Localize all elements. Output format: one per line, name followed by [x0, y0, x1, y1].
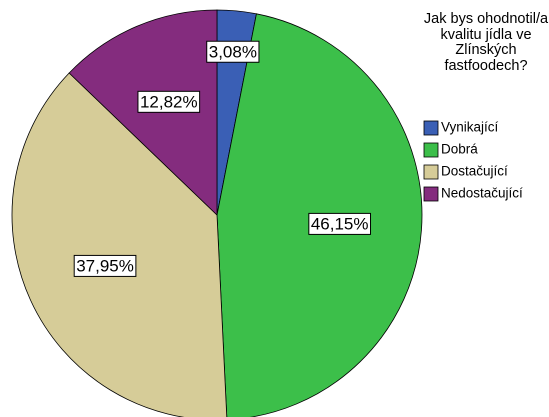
data-label-text: 37,95%: [76, 256, 134, 275]
legend-label: Vynikající: [441, 120, 499, 135]
data-label-box: [308, 212, 372, 235]
legend-swatch: [423, 120, 439, 136]
legend-label: Nedostačující: [441, 186, 523, 201]
data-label: 46,15%: [308, 212, 372, 235]
pie-slice: [11, 72, 228, 417]
legend-swatch: [423, 164, 439, 180]
data-label-text: 12,82%: [140, 92, 198, 111]
data-label: 3,08%: [206, 40, 260, 63]
legend-title: Jak bys ohodnotil/a kvalitu jídla ve Zlí…: [423, 11, 549, 74]
data-label: 37,95%: [73, 254, 137, 277]
data-label: 12,82%: [137, 90, 201, 113]
data-label-box: [206, 40, 260, 63]
data-label-box: [73, 254, 137, 277]
data-label-box: [137, 90, 201, 113]
data-label-text: 46,15%: [311, 214, 369, 233]
data-label-text: 3,08%: [209, 42, 257, 61]
legend-swatch: [423, 142, 439, 158]
legend-swatch: [423, 186, 439, 202]
legend-label: Dostačující: [441, 164, 508, 179]
legend-label: Dobrá: [441, 142, 478, 157]
